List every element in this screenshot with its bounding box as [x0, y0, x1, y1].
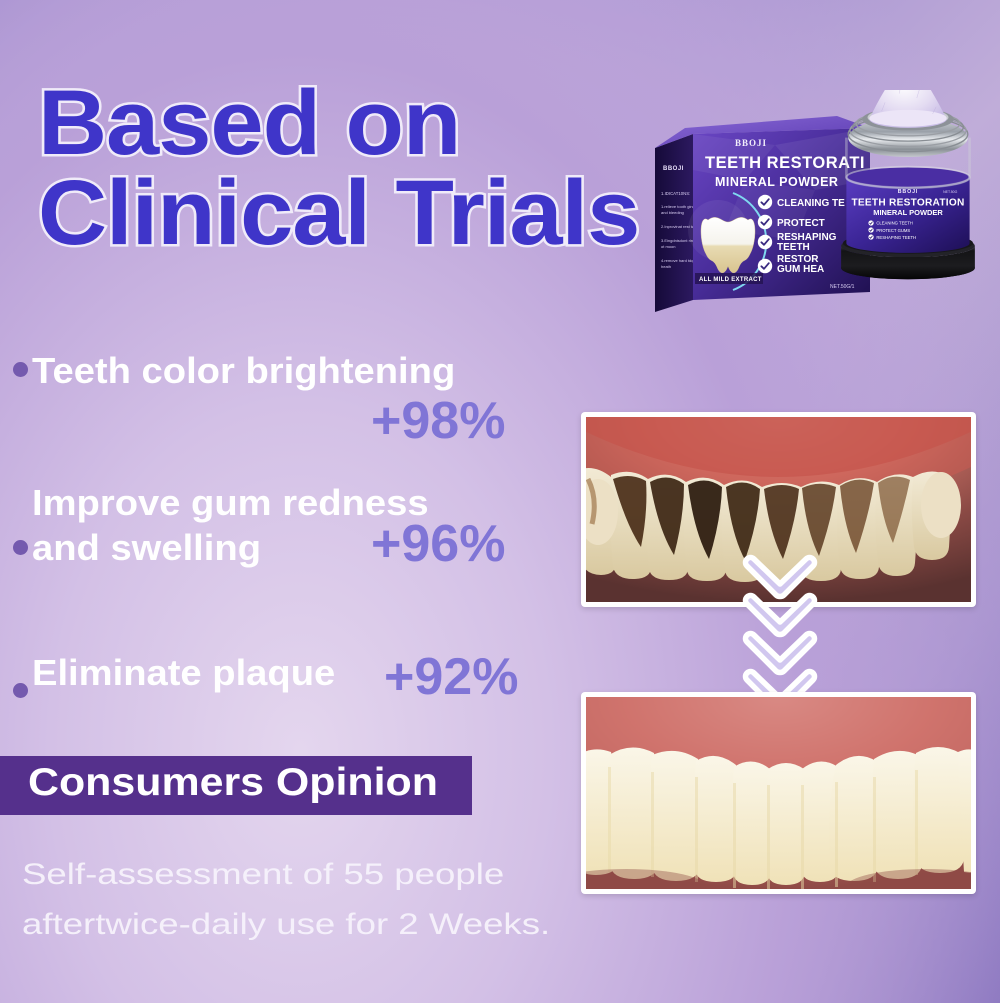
svg-text:NET.50G/1: NET.50G/1 — [830, 284, 855, 290]
svg-text:MINERAL POWDER: MINERAL POWDER — [873, 208, 943, 217]
svg-text:TEETH RESTORATION: TEETH RESTORATION — [851, 197, 964, 208]
svg-text:MINERAL POWDER: MINERAL POWDER — [715, 175, 838, 189]
svg-text:TEETH: TEETH — [777, 242, 810, 253]
svg-text:BBOJI: BBOJI — [898, 189, 919, 195]
svg-text:1.IDICAT10NS:: 1.IDICAT10NS: — [661, 191, 690, 196]
svg-text:RESHAPING TEETH: RESHAPING TEETH — [876, 235, 916, 240]
svg-text:GUM HEA: GUM HEA — [777, 264, 824, 275]
svg-text:and bleeding: and bleeding — [661, 210, 684, 215]
svg-text:ALL MILD EXTRACT: ALL MILD EXTRACT — [699, 277, 762, 283]
svg-text:TEETH RESTORATI: TEETH RESTORATI — [705, 154, 865, 172]
svg-text:PROTECT GUMS: PROTECT GUMS — [876, 228, 910, 233]
svg-text:CLEANING TEETH: CLEANING TEETH — [876, 221, 913, 226]
svg-text:BBOJI: BBOJI — [663, 166, 684, 172]
svg-text:CLEANING TE: CLEANING TE — [777, 198, 845, 209]
svg-text:heath: heath — [661, 264, 671, 269]
svg-text:BBOJI: BBOJI — [735, 138, 767, 148]
svg-text:ot moon: ot moon — [661, 244, 675, 249]
svg-text:PROTECT: PROTECT — [777, 218, 825, 229]
svg-text:NET.50G: NET.50G — [943, 190, 958, 194]
